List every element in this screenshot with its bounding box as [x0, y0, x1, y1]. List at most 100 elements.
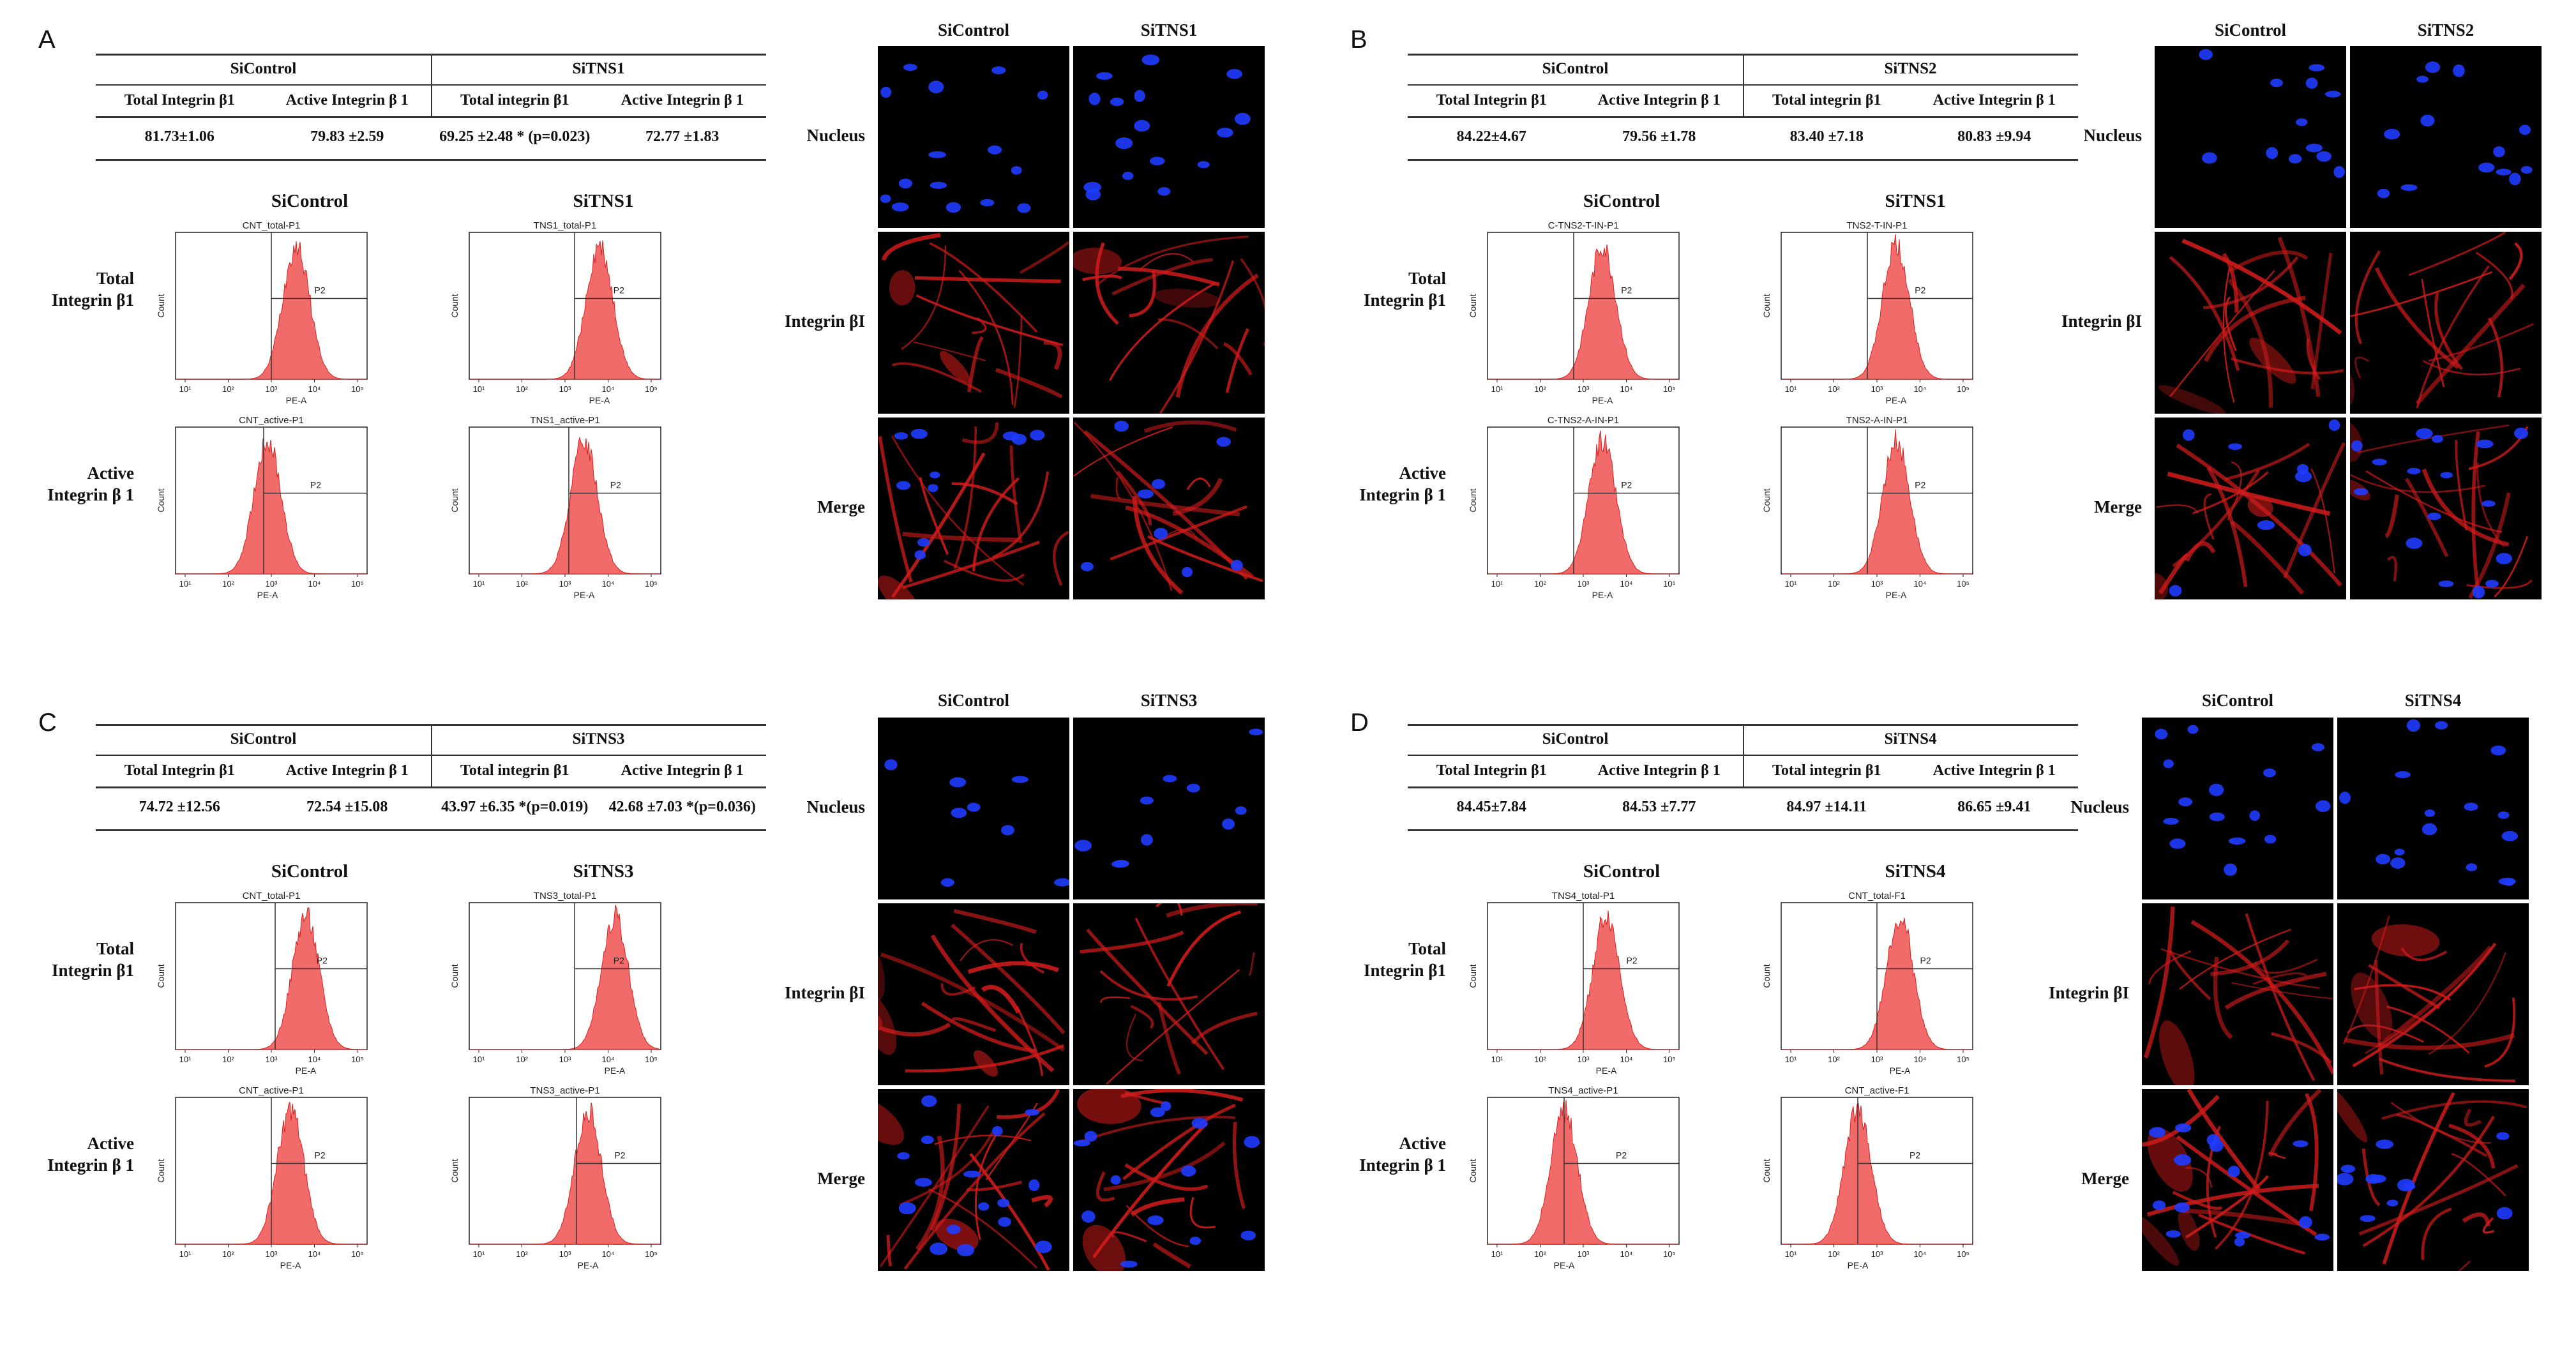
x-tick-label: 10² [516, 1055, 528, 1064]
x-axis-label: PE-A [1886, 590, 1907, 600]
histogram-plot: C-TNS2-T-IN-P1 Count 10¹ 10² 10³ 10⁴ 10⁵ PE-A P2 [1468, 220, 1680, 405]
y-axis-label: Count [1468, 1159, 1478, 1182]
x-tick-label: 10⁵ [645, 384, 658, 394]
histogram-fill [470, 905, 661, 1050]
histogram-plot: TNS4_active-P1 Count 10¹ 10² 10³ 10⁴ 10⁵ PE-A P2 [1468, 1085, 1680, 1270]
micro-column-title: SiTNS3 [1140, 691, 1198, 710]
x-tick-label: 10¹ [1785, 1249, 1797, 1259]
table-rule [96, 159, 766, 161]
micro-column-title: SiControl [2214, 20, 2287, 40]
x-axis-label: PE-A [257, 590, 278, 600]
y-axis-label: Count [1761, 294, 1772, 317]
x-axis-label: PE-A [280, 1260, 301, 1270]
y-axis-label: Count [449, 964, 460, 988]
x-tick-label: 10⁵ [1957, 1055, 1970, 1064]
x-axis-label: PE-A [1592, 590, 1613, 600]
histogram-plot: TNS4_total-P1 Count 10¹ 10² 10³ 10⁴ 10⁵ PE-A P2 [1468, 891, 1680, 1076]
x-tick-label: 10² [222, 384, 234, 394]
x-tick-label: 10⁵ [1663, 1055, 1676, 1064]
micrograph-integrin [878, 232, 1069, 414]
plot-title: TNS1_active-P1 [530, 415, 599, 426]
gate-label: P2 [1616, 1150, 1627, 1161]
table-column-header: Total integrin β1 [1772, 762, 1881, 779]
micrograph-nucleus [878, 718, 1069, 899]
x-axis-label: PE-A [589, 395, 610, 405]
x-tick-label: 10⁴ [1913, 1055, 1926, 1064]
x-tick-label: 10⁵ [645, 579, 658, 589]
micrograph-integrin [2155, 232, 2346, 414]
table-group-header: SiTNS2 [1884, 60, 1937, 77]
micro-column-title: SiControl [937, 691, 1010, 710]
x-tick-label: 10³ [1871, 579, 1883, 589]
table-column-header: Active Integrin β 1 [621, 92, 744, 109]
x-axis-label: PE-A [296, 1065, 317, 1076]
x-tick-label: 10⁴ [1620, 1055, 1632, 1064]
micro-row-label: Nucleus [806, 125, 865, 145]
plot-title: TNS3_active-P1 [530, 1085, 599, 1096]
flow-row-label: Active Integrin β 1 [1359, 1134, 1446, 1175]
panel-label: C [38, 709, 57, 737]
x-tick-label: 10¹ [1491, 579, 1503, 589]
table-column-header: Total integrin β1 [460, 762, 569, 779]
x-tick-label: 10¹ [179, 579, 192, 589]
micrograph-integrin [1073, 903, 1265, 1085]
x-axis-label: PE-A [1596, 1065, 1617, 1076]
micro-row-label: Integrin βI [2061, 311, 2142, 331]
table-group-header: SiTNS1 [572, 60, 625, 77]
flow-row-label: Total Integrin β1 [1364, 939, 1446, 980]
flow-row-label: Total Integrin β1 [52, 939, 134, 980]
histogram-fill [470, 436, 660, 575]
x-tick-label: 10² [516, 1249, 528, 1259]
micrograph-integrin [2337, 903, 2529, 1085]
histogram-plot: TNS1_active-P1 Count 10¹ 10² 10³ 10⁴ 10⁵ PE-A P2 [449, 415, 661, 600]
y-axis-label: Count [1761, 964, 1772, 988]
x-tick-label: 10² [1534, 1249, 1546, 1259]
flow-row-label: Total Integrin β1 [52, 269, 134, 310]
x-tick-label: 10³ [1871, 1249, 1883, 1259]
flow-title: SiControl [1583, 191, 1661, 211]
x-tick-label: 10⁴ [308, 1055, 320, 1064]
table-value: 43.97 ±6.35 *(p=0.019) [441, 799, 589, 815]
x-tick-label: 10³ [1578, 579, 1590, 589]
table-group-header: SiControl [230, 60, 297, 77]
x-axis-label: PE-A [605, 1065, 626, 1076]
x-tick-label: 10² [1534, 384, 1546, 394]
table-column-header: Total integrin β1 [1772, 92, 1881, 109]
x-tick-label: 10³ [559, 1055, 571, 1064]
plot-title: TNS3_total-P1 [534, 891, 596, 901]
table-rule [1408, 116, 2078, 118]
flow-row-label: Active Integrin β 1 [1359, 463, 1446, 504]
table-group-header: SiTNS3 [572, 730, 625, 748]
panel-label: D [1350, 709, 1369, 737]
x-axis-label: PE-A [1890, 1065, 1911, 1076]
table-divider [1743, 54, 1744, 116]
x-tick-label: 10¹ [473, 384, 485, 394]
x-tick-label: 10² [1828, 384, 1840, 394]
x-axis-label: PE-A [1554, 1260, 1575, 1270]
x-tick-label: 10¹ [473, 579, 485, 589]
table-rule [1408, 159, 2078, 161]
plot-title: CNT_active-P1 [239, 415, 304, 426]
histogram-fill [1782, 1102, 1972, 1245]
flow-title: SiTNS1 [1885, 191, 1946, 211]
micro-column-title: SiTNS2 [2417, 20, 2474, 40]
plot-title: TNS1_total-P1 [534, 220, 596, 231]
histogram-fill [1782, 429, 1972, 575]
table-column-header: Active Integrin β 1 [1597, 762, 1721, 779]
panel-c: C SiControl SiTNS3 Total Integrin β1 74.72 ±… [0, 683, 1277, 1353]
histogram-plot: CNT_active-F1 Count 10¹ 10² 10³ 10⁴ 10⁵ PE-A P2 [1761, 1085, 1973, 1270]
plot-title: C-TNS2-T-IN-P1 [1548, 220, 1619, 231]
micrograph-integrin [1073, 232, 1265, 414]
table-value: 79.56 ±1.78 [1622, 128, 1696, 145]
micro-column-title: SiControl [2201, 691, 2274, 710]
table-value: 74.72 ±12.56 [139, 799, 220, 815]
x-tick-label: 10³ [266, 1055, 278, 1064]
x-tick-label: 10¹ [473, 1055, 485, 1064]
table-rule [1408, 829, 2078, 831]
y-axis-label: Count [1468, 488, 1478, 512]
x-tick-label: 10³ [1578, 1249, 1590, 1259]
plot-title: CNT_total-P1 [243, 220, 301, 231]
plot-title: TNS2-T-IN-P1 [1846, 220, 1907, 231]
table-rule [96, 786, 766, 788]
gate-label: P2 [1915, 285, 1925, 296]
